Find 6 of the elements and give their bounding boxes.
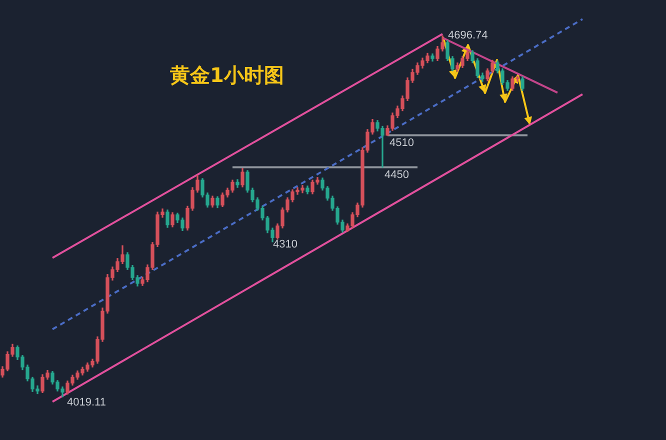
text: 黄金1小时图 [170,62,284,89]
annotation: 4019.11 [67,396,106,409]
annotation: 4696.74 [448,30,488,42]
annotation: 4310 [273,238,298,251]
annotation: 4510 [390,136,414,149]
annotation: 4450 [384,168,409,181]
